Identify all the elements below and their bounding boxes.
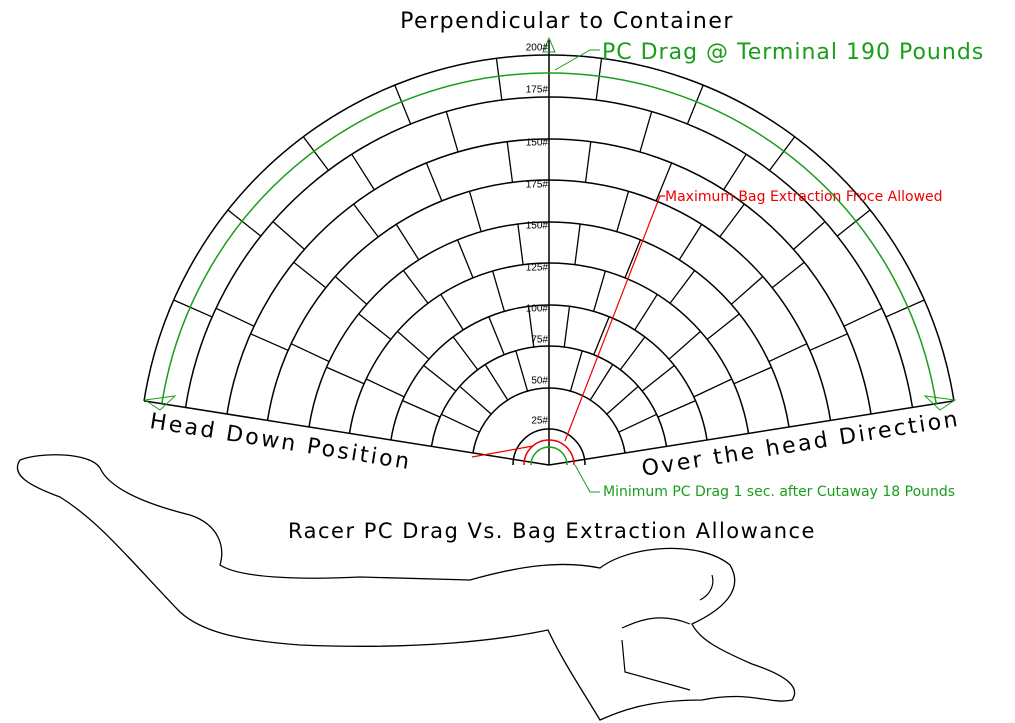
separator xyxy=(625,240,640,278)
separator xyxy=(724,154,747,189)
separator xyxy=(769,344,807,362)
ring-label: 150# xyxy=(526,138,549,149)
ring-label: 175# xyxy=(526,85,549,96)
separator xyxy=(570,351,582,391)
separator xyxy=(658,401,696,417)
separator xyxy=(441,414,479,432)
separator xyxy=(670,270,695,303)
separator xyxy=(395,85,411,124)
separator xyxy=(734,367,772,383)
separator xyxy=(586,142,591,183)
separator xyxy=(359,314,391,339)
separator xyxy=(694,379,732,397)
separator xyxy=(366,379,404,397)
separator xyxy=(590,365,613,400)
separator xyxy=(453,337,478,370)
separator xyxy=(516,351,528,391)
separator xyxy=(844,308,882,326)
separator xyxy=(485,365,508,400)
separator xyxy=(354,204,379,237)
separator xyxy=(731,277,763,305)
separator xyxy=(273,222,305,250)
separator xyxy=(469,191,481,231)
ring-label: 125# xyxy=(526,263,549,274)
separator xyxy=(575,224,580,265)
separator xyxy=(352,154,375,189)
ring-label: 150# xyxy=(526,221,549,232)
separator xyxy=(564,306,569,347)
separator xyxy=(403,401,441,417)
separator xyxy=(770,137,795,171)
separator xyxy=(518,224,523,265)
separator xyxy=(397,331,429,359)
separator xyxy=(403,270,428,303)
ring-label: 50# xyxy=(531,376,548,387)
separator xyxy=(594,271,606,311)
separator xyxy=(596,58,601,100)
min-drag-leader xyxy=(575,465,600,492)
ring-label: 25# xyxy=(531,416,548,427)
separator xyxy=(303,137,328,171)
diagram: Perpendicular to Container PC Drag @ Ter… xyxy=(0,0,1015,723)
title: Perpendicular to Container xyxy=(400,9,734,34)
caption: Racer PC Drag Vs. Bag Extraction Allowan… xyxy=(288,519,816,543)
separator xyxy=(291,344,329,362)
separator xyxy=(810,334,848,350)
pc-drag-label: PC Drag @ Terminal 190 Pounds xyxy=(602,40,984,65)
ring-label: 175# xyxy=(526,180,549,191)
separator xyxy=(216,308,254,326)
separator xyxy=(607,386,639,414)
separator xyxy=(669,331,701,359)
right-label: Over the head Direction xyxy=(640,407,962,482)
separator xyxy=(772,262,804,287)
separator xyxy=(496,58,501,100)
separator xyxy=(642,365,674,390)
ring-label: 200# xyxy=(526,43,549,54)
min-pc-label: Minimum PC Drag 1 sec. after Cutaway 18 … xyxy=(603,484,955,500)
pc-drag-leader xyxy=(555,50,600,70)
separator xyxy=(707,314,739,339)
separator xyxy=(507,142,512,183)
separator xyxy=(327,367,365,383)
separator xyxy=(635,294,658,329)
separator xyxy=(640,112,652,152)
separator xyxy=(489,317,504,355)
separator xyxy=(426,163,441,201)
separator xyxy=(687,85,703,124)
separator xyxy=(720,204,745,237)
separator xyxy=(617,191,629,231)
body-details xyxy=(622,575,713,690)
separator xyxy=(294,262,326,287)
separator xyxy=(594,317,609,355)
separator xyxy=(251,334,289,350)
separator xyxy=(446,112,458,152)
ring-labels: 200# 175# 150# 175# 150# 125# 100# 75# 50# 25# xyxy=(526,43,549,427)
separator xyxy=(460,386,492,414)
ring-label: 75# xyxy=(531,335,548,346)
bag-line xyxy=(472,446,533,457)
separator xyxy=(619,414,657,432)
separator xyxy=(794,222,826,250)
left-label: Head Down Position xyxy=(148,409,413,475)
separator xyxy=(493,271,505,311)
arrowheads xyxy=(145,38,955,410)
separator xyxy=(424,365,456,390)
separator xyxy=(441,294,464,329)
ring-label: 100# xyxy=(526,304,549,315)
separator xyxy=(620,337,645,370)
separator xyxy=(458,240,473,278)
separator xyxy=(335,277,367,305)
max-bag-label: Maximum Bag Extraction Froce Allowed xyxy=(665,189,943,205)
separator xyxy=(679,224,702,259)
separator xyxy=(396,224,419,259)
